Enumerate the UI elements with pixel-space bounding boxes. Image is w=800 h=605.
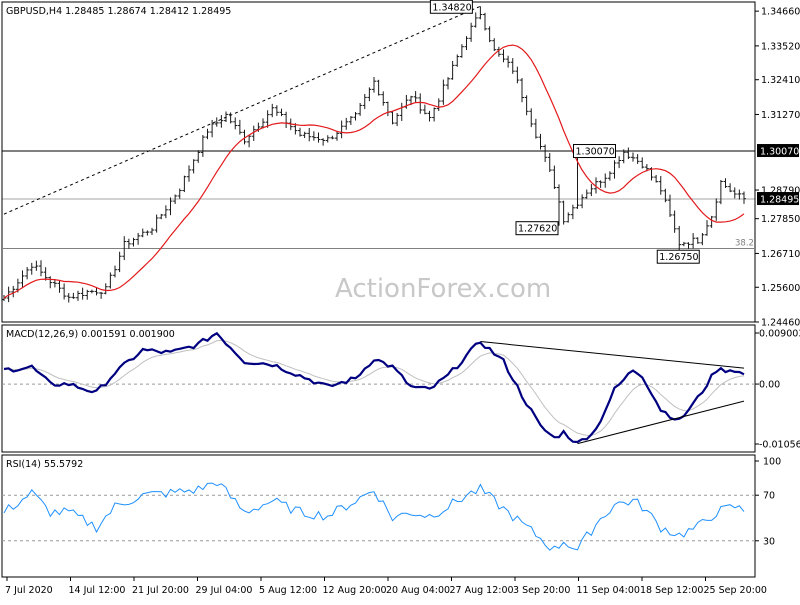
x-tick-label: 7 Jul 2020 — [5, 585, 53, 596]
x-tick-label: 20 Aug 04:00 — [386, 585, 450, 596]
x-tick-label: 5 Aug 12:00 — [259, 585, 317, 596]
y-tick-label: 1.28790 — [761, 186, 800, 197]
x-tick-label: 27 Aug 12:00 — [450, 585, 514, 596]
trendline — [3, 5, 481, 215]
macd-trendline — [480, 341, 745, 369]
x-tick-label: 11 Sep 04:00 — [577, 585, 640, 596]
annotation-label: 1.27620 — [518, 224, 557, 235]
annotation-box — [656, 249, 700, 264]
x-tick-label: 25 Sep 20:00 — [704, 585, 767, 596]
price-tag-label: 1.28495 — [760, 195, 799, 206]
price-tag — [757, 144, 799, 158]
rsi-panel: 100 70 30 RSI(14) 55.5792 — [2, 457, 781, 551]
y-tick-label: 70 — [763, 491, 775, 502]
macd-signal-line — [3, 339, 745, 436]
x-tick-label: 12 Aug 20:00 — [323, 585, 387, 596]
price-frame — [1, 1, 756, 323]
annotation-label: 1.26750 — [659, 252, 698, 263]
annotation-box — [573, 144, 616, 159]
x-tick-label: 29 Jul 04:00 — [196, 585, 253, 596]
y-tick-label: 0.009003 — [759, 329, 800, 340]
macd-line — [3, 331, 745, 444]
rsi-line — [3, 482, 745, 551]
macd-header: MACD(12,26,9) 0.001591 0.001900 — [6, 329, 175, 340]
macd-trendline — [577, 400, 745, 445]
moving-average-line — [3, 44, 745, 299]
rsi-header: RSI(14) 55.5792 — [6, 459, 83, 470]
y-tick-label: 1.25600 — [761, 283, 800, 294]
x-tick-label: 3 Sep 20:00 — [513, 585, 570, 596]
price-tag-label: 1.30070 — [760, 147, 799, 158]
price-tag — [757, 192, 799, 206]
annotation-box — [515, 221, 559, 236]
y-tick-label: 1.33520 — [761, 41, 800, 52]
annotation-box — [429, 0, 473, 14]
macd-panel: 0.009003 0.00 -0.010566 MACD(12,26,9) 0.001… — [2, 329, 800, 451]
rsi-frame — [1, 454, 756, 578]
y-tick-label: 30 — [763, 536, 775, 547]
y-tick-label: 1.32410 — [761, 75, 800, 86]
price-header: GBPUSD,H4 1.28485 1.28674 1.28412 1.2849… — [6, 6, 231, 17]
y-tick-label: 1.24460 — [761, 318, 800, 329]
price-panel: 1.34660 1.33520 1.32410 1.31270 1.28790 1.278… — [2, 0, 800, 329]
y-tick-label: -0.010566 — [759, 440, 800, 451]
watermark: ActionForex.com — [335, 274, 551, 304]
annotation-label: 1.34820 — [432, 2, 471, 13]
y-tick-label: 0.00 — [759, 380, 780, 391]
y-tick-label: 100 — [763, 457, 781, 468]
y-tick-label: 1.27850 — [761, 214, 800, 225]
x-tick-label: 14 Jul 12:00 — [69, 585, 126, 596]
y-tick-label: 1.31270 — [761, 110, 800, 121]
x-tick-label: 21 Jul 20:00 — [132, 585, 189, 596]
x-axis: 7 Jul 2020 14 Jul 12:00 21 Jul 20:00 29 Jul… — [5, 577, 767, 596]
macd-frame — [1, 324, 756, 453]
panel-frames — [1, 1, 756, 578]
y-tick-label: 1.34660 — [761, 7, 800, 18]
y-tick-label: 1.26710 — [761, 249, 800, 260]
fib-label: 38.2 — [735, 239, 754, 249]
x-tick-label: 18 Sep 12:00 — [640, 585, 703, 596]
annotation-label: 1.30070 — [576, 147, 615, 158]
